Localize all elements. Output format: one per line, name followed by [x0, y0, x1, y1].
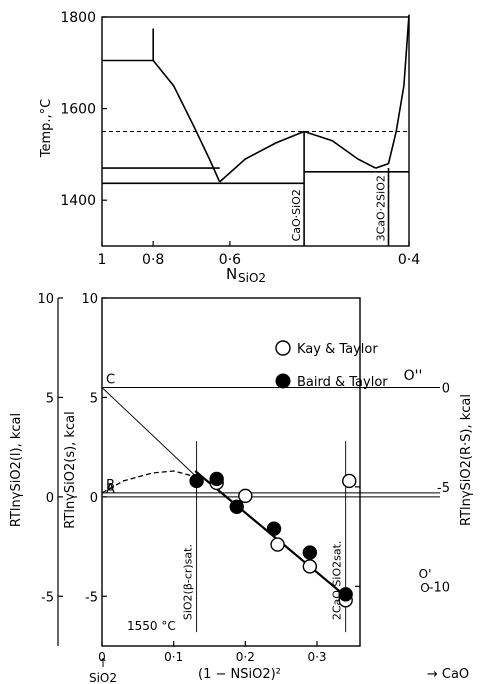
- filled-point-4: [302, 545, 318, 560]
- reference-lines: C BA: [102, 372, 440, 498]
- open-point-2: [270, 537, 285, 552]
- right-ytick-label-1: -5: [437, 481, 450, 496]
- right-ytick-label-0: 0: [442, 381, 450, 396]
- filled-point-1: [209, 471, 224, 487]
- reference-label-B: B: [106, 478, 115, 493]
- saturation-markers: SiO2(β-cr)sat. 2CaO·SiO2sat.: [182, 441, 347, 633]
- phase-xtick-label-0: 1: [98, 252, 107, 268]
- legend-filled-marker: [275, 373, 291, 389]
- phase-curves: [102, 14, 410, 246]
- right-axis-label: RTlnγSiO2(R·S), kcal: [459, 394, 474, 526]
- right-ytick-label-2: -10: [429, 580, 450, 595]
- activity-plot-panel: CBA SiO2(β-cr)sat. 2CaO·SiO2sat. 0 0·1 0·2 0…: [9, 292, 474, 684]
- phase-ytick-label-1: 1600: [60, 102, 96, 118]
- phase-xlabel-main: N: [226, 265, 237, 283]
- reference-label-C: C: [106, 372, 115, 387]
- fit-line-1: [101, 470, 197, 494]
- phase-curve-4: [375, 14, 410, 169]
- activity-xtick-label-2: 0·2: [236, 650, 255, 664]
- legend-open-marker: [275, 340, 291, 356]
- x-left-arrow: ↑: [98, 656, 108, 670]
- phase-ticks: 1400 1600 1800 1 0·8 0·6 0·4: [60, 10, 420, 268]
- outer-ytick-label-0: 10: [37, 292, 54, 307]
- phase-annotation-0: CaO·SiO2: [290, 189, 303, 241]
- activity-xtick-label-3: 0·3: [307, 650, 326, 664]
- phase-diagram-panel: 1400 1600 1800 1 0·8 0·6 0·4 CaO·SiO2 3CaO·2SiO…: [39, 10, 420, 285]
- phase-ytick-label-2: 1800: [60, 10, 96, 26]
- filled-point-3: [266, 521, 282, 536]
- line-end-label: O'': [404, 368, 423, 384]
- phase-xtick-label-1: 0·8: [142, 252, 164, 268]
- data-points: [189, 471, 357, 608]
- legend-label-kay-taylor: Kay & Taylor: [297, 342, 378, 357]
- filled-point-5: [338, 587, 353, 602]
- filled-point-0: [189, 473, 204, 489]
- inner-ytick-label-3: -5: [85, 590, 98, 605]
- right-label-o: O: [420, 581, 429, 595]
- filled-point-2: [229, 499, 244, 514]
- open-point-5: [342, 473, 357, 489]
- outer-ytick-label-2: 0: [46, 491, 54, 506]
- inner-ytick-label-0: 10: [81, 292, 98, 307]
- legend: Kay & Taylor Baird & Taylor: [275, 340, 388, 390]
- activity-ticks: 0 0·1 0·2 0·3 10 5 0 -5 10 5 0 -5 0 -5 -10: [37, 292, 450, 664]
- phase-annotation-1: 3CaO·2SiO2: [375, 175, 388, 241]
- temperature-note: 1550 °C: [127, 619, 176, 633]
- fit-line-0: [101, 387, 197, 478]
- phase-curve-1: [152, 59, 221, 183]
- phase-xlabel-sub: SiO2: [238, 271, 266, 285]
- outer-ytick-label-3: -5: [41, 590, 54, 605]
- outer-left-axis-label: RTlnγSiO2(l), kcal: [9, 413, 24, 527]
- phase-curve-0: [102, 28, 154, 62]
- inner-ytick-label-2: 0: [90, 491, 98, 506]
- phase-curve-3: [303, 130, 377, 169]
- activity-xtick-label-0: 0: [98, 650, 106, 664]
- inner-left-axis-label: RTlnγSiO2(s), kcal: [63, 411, 78, 528]
- phase-curve-2: [219, 130, 305, 183]
- activity-plot-frame: [101, 297, 361, 647]
- reference-label-A: A: [106, 482, 115, 497]
- activity-xlabel: (1 − NSiO2)²: [198, 667, 281, 682]
- phase-xtick-label-2: 0·6: [219, 252, 241, 268]
- phase-annotations: CaO·SiO2 3CaO·2SiO2: [290, 175, 387, 241]
- phase-ylabel: Temp.,°C: [39, 99, 54, 159]
- inner-ytick-label-1: 5: [90, 391, 98, 406]
- saturation-label-0: SiO2(β-cr)sat.: [182, 544, 195, 620]
- phase-xtick-label-3: 0·4: [398, 252, 420, 268]
- phase-ytick-label-0: 1400: [60, 193, 96, 209]
- activity-xtick-label-1: 0·1: [164, 650, 183, 664]
- x-left-label: SiO2: [89, 671, 117, 684]
- open-point-3: [302, 559, 318, 574]
- saturation-label-1: 2CaO·SiO2sat.: [331, 541, 344, 621]
- x-right-label: → CaO: [427, 667, 469, 682]
- right-label-o-prime: O': [419, 567, 432, 581]
- open-point-1: [238, 488, 253, 504]
- legend-label-baird-taylor: Baird & Taylor: [297, 375, 388, 390]
- outer-ytick-label-1: 5: [46, 391, 54, 406]
